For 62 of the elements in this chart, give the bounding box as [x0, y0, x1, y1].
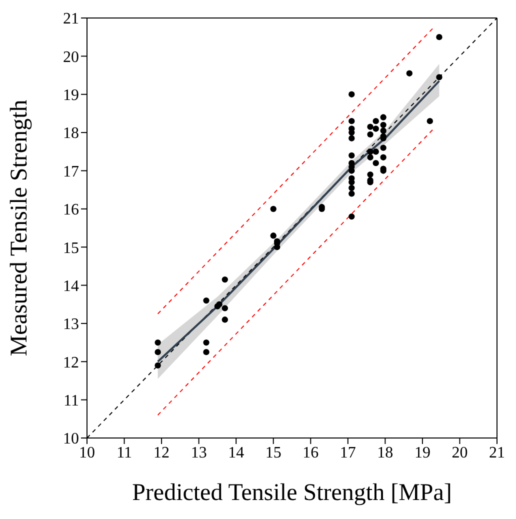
point: [406, 70, 412, 76]
point: [222, 305, 228, 312]
point: [270, 206, 276, 212]
point: [348, 135, 355, 142]
x-tick-label: 14: [228, 444, 244, 462]
x-tick-label: 12: [154, 444, 170, 462]
point: [367, 154, 374, 160]
y-tick-label: 20: [63, 48, 79, 66]
y-tick-label: 21: [63, 10, 79, 28]
x-tick-label: 19: [414, 444, 430, 462]
point: [154, 362, 161, 369]
x-tick-label: 20: [452, 444, 468, 462]
point: [372, 118, 379, 124]
y-tick-label: 17: [63, 163, 79, 180]
point: [154, 339, 161, 346]
point: [367, 124, 374, 130]
y-tick-label: 18: [63, 125, 79, 142]
point: [348, 213, 355, 220]
point: [436, 34, 442, 40]
point: [380, 154, 386, 160]
x-tick-label: 11: [116, 444, 132, 462]
point: [348, 152, 355, 159]
x-tick-label: 15: [265, 444, 282, 462]
point: [367, 131, 374, 138]
point: [348, 118, 355, 124]
x-tick-label: 16: [302, 444, 319, 462]
y-tick-label: 19: [63, 87, 79, 104]
point: [380, 122, 386, 128]
point: [426, 118, 433, 124]
point: [380, 144, 386, 151]
point: [203, 349, 210, 356]
point: [436, 74, 442, 80]
x-tick-label: 13: [190, 444, 207, 462]
point: [222, 276, 228, 283]
point: [367, 148, 374, 155]
y-tick-label: 14: [63, 278, 79, 295]
point: [348, 91, 355, 98]
point: [154, 349, 161, 356]
point: [380, 128, 386, 134]
y-tick-label: 11: [64, 392, 79, 410]
x-tick-label: 17: [340, 444, 356, 462]
y-tick-label: 15: [63, 240, 79, 257]
y-tick-label: 10: [63, 430, 79, 448]
point: [372, 126, 379, 132]
x-axis-title: Predicted Tensile Strength [MPa]: [132, 480, 452, 506]
point: [367, 171, 374, 178]
point: [222, 316, 228, 323]
x-tick-label: 10: [79, 444, 95, 462]
point: [348, 190, 355, 197]
point: [380, 114, 386, 120]
point: [372, 160, 379, 166]
y-tick-label: 16: [63, 202, 79, 219]
point: [203, 297, 210, 304]
point: [203, 339, 210, 346]
y-axis-title: Measured Tensile Strength: [6, 100, 33, 356]
y-tick-label: 12: [63, 354, 79, 372]
x-tick-label: 18: [377, 444, 394, 462]
point: [372, 148, 379, 155]
x-tick-label: 21: [489, 444, 505, 462]
y-tick-label: 13: [63, 316, 79, 334]
point: [348, 184, 355, 191]
point: [270, 232, 276, 239]
